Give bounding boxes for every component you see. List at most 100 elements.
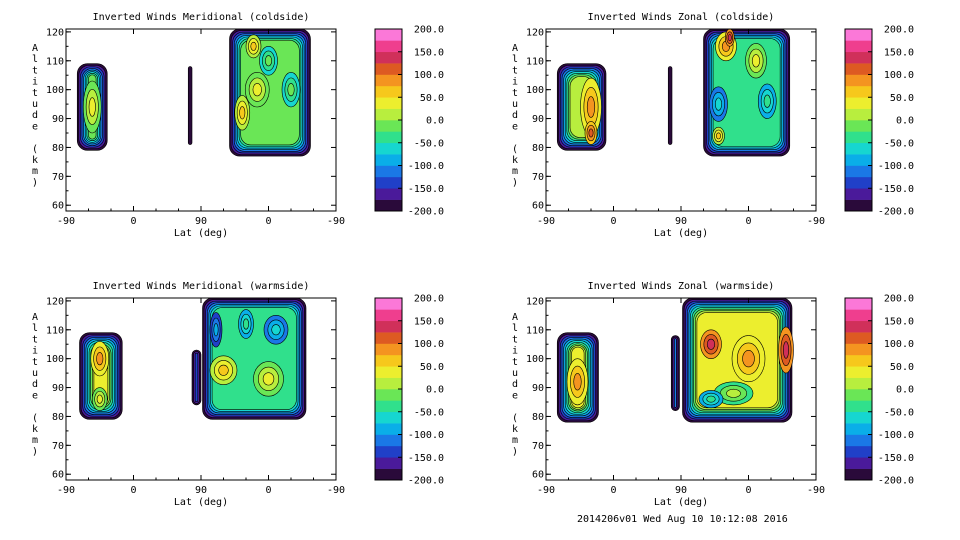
chart-title: Inverted Winds Meridional (warmside) [93,281,310,292]
colorbar-swatch [845,423,872,435]
contour-island-6 [213,323,219,337]
colorbar-label: 0.0 [426,385,444,396]
colorbar-swatch [375,298,402,310]
colorbar-swatch [375,165,402,178]
colorbar-swatch [845,354,872,367]
y-tick-label: 60 [532,201,544,212]
x-tick-label: -90 [537,216,555,227]
contour-island-0 [573,373,582,391]
contour-field [556,29,791,157]
chart-panel-meridional-warmside: Inverted Winds Meridional (warmside) -90 0… [32,281,444,508]
colorbar-swatch [375,176,402,189]
colorbar: 200.0 150.0 100.0 50.0 0.0 -50.0 -100.0 -150.0 -… [844,294,914,487]
colorbar-swatch [375,142,402,155]
colorbar-swatch [845,400,872,413]
colorbar-swatch [375,366,402,378]
colorbar-label: 100.0 [414,70,444,81]
y-tick-label: 70 [52,172,64,183]
colorbar-swatch [845,165,872,178]
colorbar-label: -150.0 [408,184,444,195]
x-tick-label: -90 [57,216,75,227]
x-tick-label: -90 [537,485,555,496]
contour-island-4 [751,54,761,68]
contour-island-0 [586,96,596,118]
colorbar-swatch [845,40,872,53]
colorbar-swatch [375,445,402,458]
contour-island-3 [262,372,275,386]
colorbar-swatch [845,434,872,447]
colorbar-swatch [375,457,402,469]
y-tick-label: 120 [46,296,64,307]
chart-panel-zonal-warmside: Inverted Winds Zonal (warmside) -90 0 90 0 -9… [512,281,914,508]
colorbar-label: -100.0 [408,161,444,172]
colorbar-label: -50.0 [414,407,444,418]
x-tick-label: 90 [675,485,687,496]
colorbar-swatch [845,51,872,64]
colorbar-swatch [375,343,402,356]
contour-island-4 [726,388,741,398]
colorbar-swatch [845,377,872,390]
colorbar-swatch [375,154,402,166]
colorbar-swatch [845,154,872,166]
y-tick-label: 100 [46,354,64,365]
contour-region-1 [667,66,673,145]
x-axis-label: Lat (deg) [174,228,228,239]
contour-island-5 [250,41,257,51]
colorbar-label: 150.0 [884,47,914,58]
y-tick-label: 70 [532,172,544,183]
y-tick-label: 80 [532,143,544,154]
contour-island-2 [252,83,262,97]
colorbar-swatch [845,97,872,109]
chart-title: Inverted Winds Meridional (coldside) [93,12,310,23]
colorbar-swatch [375,199,402,212]
colorbar-label: -150.0 [408,453,444,464]
colorbar-swatch [845,131,872,144]
colorbar-label: 50.0 [420,93,444,104]
colorbar-label: -50.0 [414,138,444,149]
contour-island-1 [588,128,594,138]
contour-island-5 [714,97,723,111]
colorbar-label: -200.0 [408,476,444,487]
colorbar-label: 200.0 [884,25,914,36]
colorbar-swatch [845,120,872,132]
chart-panel-zonal-coldside: Inverted Winds Zonal (coldside) -90 0 90 0 -9… [512,12,914,239]
colorbar-swatch [375,309,402,322]
contour-island-0 [88,97,96,117]
y-tick-label: 110 [46,325,64,336]
colorbar-swatch [375,63,402,75]
colorbar-swatch [845,85,872,98]
contour-field [79,298,307,420]
contour-island-5 [243,318,250,330]
colorbar-swatch [845,176,872,189]
contour-island-7 [716,132,721,140]
y-tick-label: 100 [526,354,544,365]
colorbar-label: 50.0 [890,362,914,373]
colorbar: 200.0 150.0 100.0 50.0 0.0 -50.0 -100.0 -150.0 -… [374,294,444,487]
colorbar-swatch [845,108,872,121]
x-axis-label: Lat (deg) [654,228,708,239]
colorbar-swatch [375,85,402,98]
contour-field [76,29,311,157]
colorbar-label: 100.0 [884,70,914,81]
y-tick-label: 120 [526,296,544,307]
contour-island-5 [706,395,716,403]
x-tick-label: -90 [807,216,825,227]
contour-island-4 [287,83,295,97]
colorbar-label: -200.0 [408,207,444,218]
contour-field [556,298,794,423]
y-tick-label: 60 [532,470,544,481]
x-axis-label: Lat (deg) [174,497,228,508]
colorbar-swatch [845,343,872,356]
colorbar-label: -100.0 [408,430,444,441]
colorbar-label: 200.0 [414,25,444,36]
colorbar-label: -200.0 [878,207,914,218]
contour-region-1 [674,338,677,408]
colorbar-label: -100.0 [878,161,914,172]
x-tick-label: 0 [130,216,136,227]
colorbar-label: -150.0 [878,453,914,464]
x-tick-label: 0 [610,216,616,227]
colorbar-swatch [845,320,872,333]
colorbar-swatch [375,423,402,435]
